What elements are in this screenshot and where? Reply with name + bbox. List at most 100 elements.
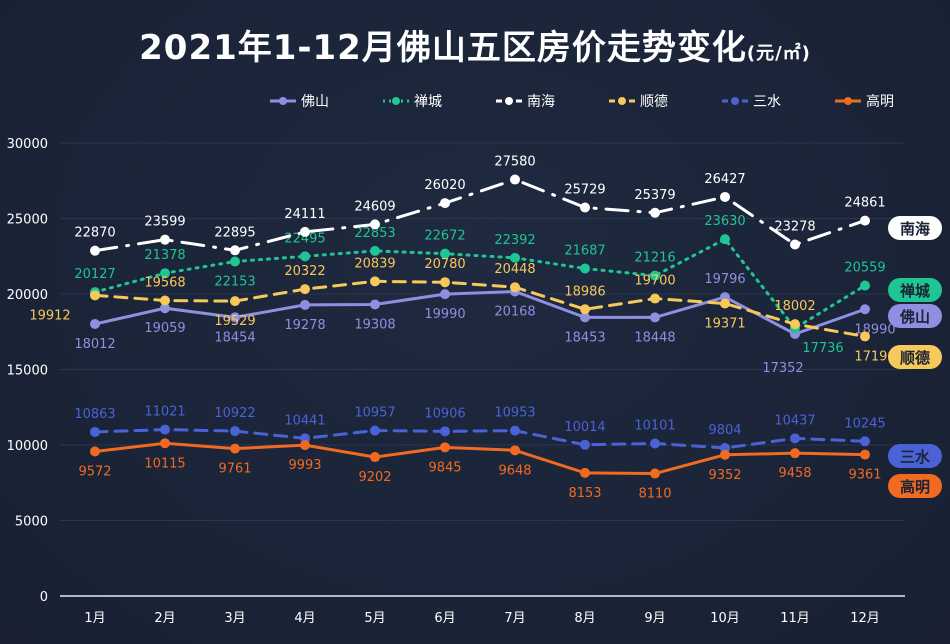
data-point — [440, 248, 450, 259]
data-label: 9202 — [358, 470, 391, 485]
legend-marker — [618, 97, 626, 105]
data-label: 18448 — [634, 330, 675, 345]
data-label: 8110 — [638, 487, 671, 502]
y-tick-label: 20000 — [7, 288, 48, 303]
data-point — [510, 174, 520, 185]
series-end-tag — [888, 345, 942, 369]
x-tick-label: 8月 — [574, 611, 595, 626]
y-tick-label: 25000 — [7, 213, 48, 228]
data-point — [300, 440, 310, 451]
data-point — [650, 438, 660, 449]
y-tick-label: 10000 — [7, 439, 48, 454]
data-label: 19371 — [704, 316, 745, 331]
legend-item: 高明 — [835, 93, 894, 110]
data-point — [860, 449, 870, 460]
x-tick-label: 10月 — [710, 611, 740, 626]
data-point — [720, 191, 730, 202]
data-point — [720, 449, 730, 460]
data-label: 18012 — [74, 337, 115, 352]
data-point — [370, 219, 380, 230]
x-tick-label: 9月 — [644, 611, 665, 626]
data-point — [370, 299, 380, 310]
legend-label: 高明 — [866, 93, 894, 110]
data-label: 10863 — [74, 407, 115, 422]
y-tick-label: 30000 — [7, 137, 48, 152]
data-label: 19990 — [424, 307, 465, 322]
legend-label: 南海 — [527, 94, 555, 110]
series-line — [93, 237, 867, 331]
data-point — [90, 446, 100, 457]
data-point — [580, 263, 590, 274]
data-label: 18986 — [564, 284, 605, 299]
series-end-tag-label: 高明 — [900, 478, 930, 496]
series-三水: 10863 11021 10922 10441 10957 10906 10953 10014… — [74, 405, 942, 468]
data-point — [790, 239, 800, 250]
x-tick-label: 4月 — [294, 611, 315, 626]
data-label: 9804 — [708, 423, 741, 438]
data-point — [230, 312, 240, 323]
data-point — [790, 433, 800, 444]
y-tick-label: 15000 — [7, 364, 48, 379]
data-label: 19278 — [284, 318, 325, 333]
series-end-tag-label: 佛山 — [899, 308, 930, 326]
data-label: 23599 — [144, 215, 185, 230]
data-label: 20168 — [494, 304, 535, 319]
data-label: 10906 — [424, 406, 465, 421]
series-line — [93, 279, 867, 338]
data-label: 19700 — [634, 274, 675, 289]
data-point — [300, 299, 310, 310]
data-label: 22672 — [424, 229, 465, 244]
data-point — [230, 443, 240, 454]
legend-label: 佛山 — [301, 94, 329, 110]
data-point — [580, 312, 590, 323]
data-point — [230, 256, 240, 267]
data-label: 17352 — [762, 361, 803, 376]
data-label: 9993 — [288, 458, 321, 473]
series-end-tag — [888, 474, 942, 498]
data-point — [160, 295, 170, 306]
data-label: 10437 — [774, 413, 815, 428]
data-label: 9352 — [708, 468, 741, 483]
data-label: 22495 — [284, 231, 325, 246]
data-point — [790, 319, 800, 330]
data-point — [370, 276, 380, 287]
data-label: 26020 — [424, 178, 465, 193]
data-point — [580, 439, 590, 450]
data-point — [860, 436, 870, 447]
data-label: 22153 — [214, 274, 255, 289]
legend-item: 佛山 — [270, 94, 329, 110]
data-point — [860, 215, 870, 226]
data-point — [440, 289, 450, 300]
data-point — [510, 445, 520, 456]
data-label: 10953 — [494, 406, 535, 421]
series-line — [93, 441, 867, 476]
data-point — [860, 280, 870, 291]
data-label: 17736 — [802, 341, 843, 356]
data-label: 20780 — [424, 257, 465, 272]
data-point — [230, 245, 240, 256]
data-point — [650, 468, 660, 479]
data-label: 9648 — [498, 463, 531, 478]
data-label: 10957 — [354, 406, 395, 421]
data-label: 25379 — [634, 188, 675, 203]
data-label: 24609 — [354, 199, 395, 214]
data-point — [440, 442, 450, 453]
series-line — [93, 428, 867, 450]
data-point — [160, 268, 170, 279]
data-label: 19308 — [354, 317, 395, 332]
legend-label: 三水 — [753, 94, 781, 110]
data-point — [440, 198, 450, 209]
legend-marker — [844, 97, 852, 105]
data-label: 10101 — [634, 418, 675, 433]
data-point — [90, 290, 100, 301]
series-end-tag-label: 三水 — [900, 448, 931, 466]
x-tick-label: 2月 — [154, 611, 175, 626]
title-unit: (元/㎡) — [746, 43, 811, 64]
data-point — [860, 304, 870, 315]
legend-item: 南海 — [496, 94, 555, 110]
data-point — [160, 303, 170, 314]
data-point — [510, 425, 520, 436]
data-label: 17190 — [854, 349, 895, 364]
data-label: 10245 — [844, 416, 885, 431]
